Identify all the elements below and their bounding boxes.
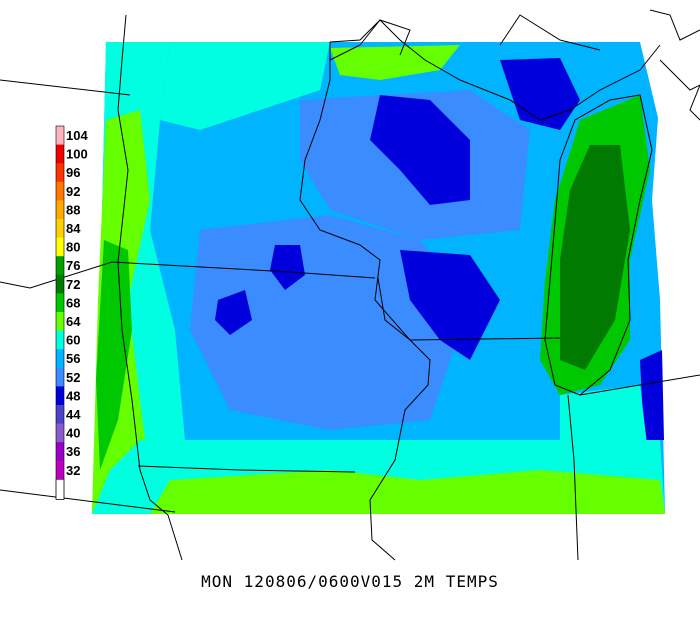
legend-swatch (56, 349, 64, 369)
legend-swatch (56, 460, 64, 480)
legend-swatch (56, 144, 64, 164)
legend-swatch (56, 442, 64, 462)
legend-label: 92 (66, 184, 80, 199)
legend-frame (55, 125, 65, 500)
legend-swatch (56, 423, 64, 443)
legend-label: 84 (66, 221, 81, 236)
central-dark-blue-3 (400, 250, 500, 360)
legend-label: 100 (66, 147, 88, 162)
legend-swatch (56, 386, 64, 406)
legend-swatch (56, 219, 64, 239)
legend-swatch-bottom (55, 479, 65, 500)
central-dark-blue-2 (215, 290, 252, 335)
legend-label: 104 (66, 128, 88, 143)
legend-swatch (56, 312, 64, 332)
legend-label: 44 (66, 407, 81, 422)
legend-label: 72 (66, 277, 80, 292)
south-border (0, 489, 176, 513)
legend-label: 48 (66, 388, 80, 403)
legend-label: 40 (66, 426, 80, 441)
far-ne-coast (659, 59, 700, 121)
legend-label: 96 (66, 165, 80, 180)
lake-michigan-dark-green (560, 145, 630, 370)
west-green-band (96, 240, 132, 470)
legend-swatch (56, 367, 64, 387)
legend-swatch (56, 181, 64, 201)
legend-label: 60 (66, 333, 80, 348)
lake-superior-west (329, 19, 411, 56)
minnesota-east (299, 42, 411, 341)
legend-swatch (56, 237, 64, 257)
dakota-border (0, 261, 376, 289)
north-cyan (160, 42, 330, 130)
legend-swatch (56, 200, 64, 220)
east-dark-blue (640, 350, 664, 440)
ohio-border (579, 374, 700, 396)
legend-label: 32 (66, 463, 80, 478)
wisconsin-north (329, 19, 541, 121)
legend-swatch (56, 274, 64, 294)
legend-label: 36 (66, 444, 80, 459)
legend-label: 52 (66, 370, 80, 385)
legend-swatch (56, 330, 64, 350)
legend-swatch (56, 293, 64, 313)
northeast-dark-blue (500, 58, 580, 130)
legend-label: 64 (66, 314, 81, 329)
northeast-coast (649, 9, 700, 41)
lake-superior-east (499, 14, 601, 51)
borders (0, 9, 700, 561)
canada-border-west (0, 79, 131, 96)
legend-label: 68 (66, 295, 80, 310)
lake-michigan-shore (544, 94, 653, 396)
map-domain (92, 42, 665, 514)
legend-label: 80 (66, 240, 80, 255)
central-blue (190, 215, 470, 430)
legend-swatch (56, 256, 64, 276)
nebraska-border (137, 465, 356, 473)
north-dark-blue (370, 95, 470, 205)
map-caption: MON 120806/0600V015 2M TEMPS (201, 572, 499, 591)
illinois-north (409, 337, 561, 341)
upper-michigan (539, 44, 661, 121)
southeast-cyan (560, 385, 650, 470)
legend-label: 56 (66, 351, 80, 366)
legend-label: 76 (66, 258, 80, 273)
north-lime (330, 45, 460, 80)
indiana-border (567, 394, 579, 561)
south-lime-band (150, 470, 665, 514)
central-dark-blue-1 (270, 245, 305, 290)
iowa-border (369, 277, 431, 561)
legend-swatch (56, 405, 64, 425)
legend-swatch (56, 126, 64, 146)
legend-label: 88 (66, 202, 80, 217)
west-border (117, 14, 183, 561)
temperature-legend: 104 100 96 92 88 84 80 76 72 68 64 60 56 52 48 44 40 36 32 (55, 125, 88, 500)
legend-swatch (56, 163, 64, 183)
